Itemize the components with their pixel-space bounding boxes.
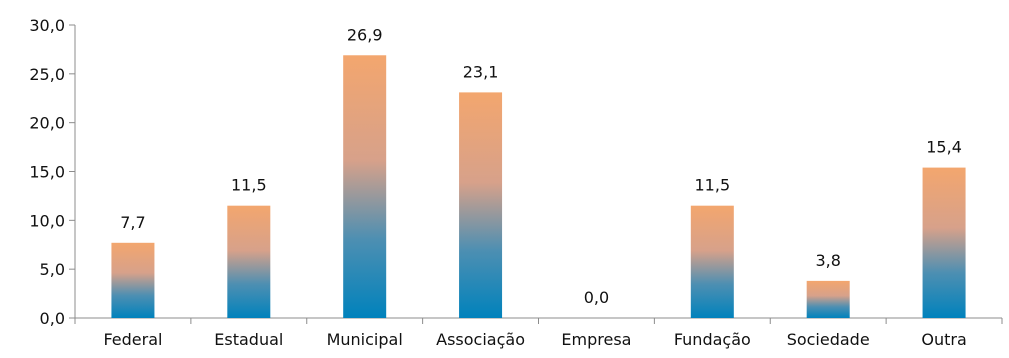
data-label: 3,8 [815,251,840,270]
y-tick-label: 0,0 [40,309,65,328]
y-tick-label: 5,0 [40,260,65,279]
x-tick-label: Sociedade [787,330,870,349]
x-tick-label: Empresa [561,330,631,349]
x-tick-label: Fundação [674,330,751,349]
bar-federal [111,242,155,318]
y-tick-label: 10,0 [29,211,65,230]
x-tick-label: Municipal [327,330,403,349]
y-tick-label: 25,0 [29,65,65,84]
bar-outra [922,167,966,318]
x-tick-label: Associação [436,330,525,349]
bar-associação [459,92,503,318]
bar-fundação [690,205,734,318]
y-tick-label: 15,0 [29,163,65,182]
x-tick-label: Outra [921,330,966,349]
data-label: 7,7 [120,213,145,232]
x-axis: Federal Estadual Municipal Associação Empres… [74,317,1003,349]
y-tick-label: 30,0 [29,16,65,35]
bar-municipal [343,55,387,318]
x-tick-label: Estadual [214,330,283,349]
data-label: 11,5 [231,176,267,195]
bar-sociedade [806,280,850,318]
data-label: 15,4 [926,138,962,157]
data-labels: 7,7 11,5 26,9 23,1 0,0 11,5 3,8 15,4 [120,25,962,307]
x-tick-label: Federal [103,330,162,349]
y-axis: 0,0 5,0 10,0 15,0 20,0 25,0 30,0 [29,16,76,328]
y-tick-label: 20,0 [29,114,65,133]
bars [111,55,966,318]
data-label: 23,1 [463,62,499,81]
data-label: 26,9 [347,25,383,44]
data-label: 11,5 [695,176,731,195]
bar-estadual [227,205,271,318]
data-label: 0,0 [584,288,609,307]
